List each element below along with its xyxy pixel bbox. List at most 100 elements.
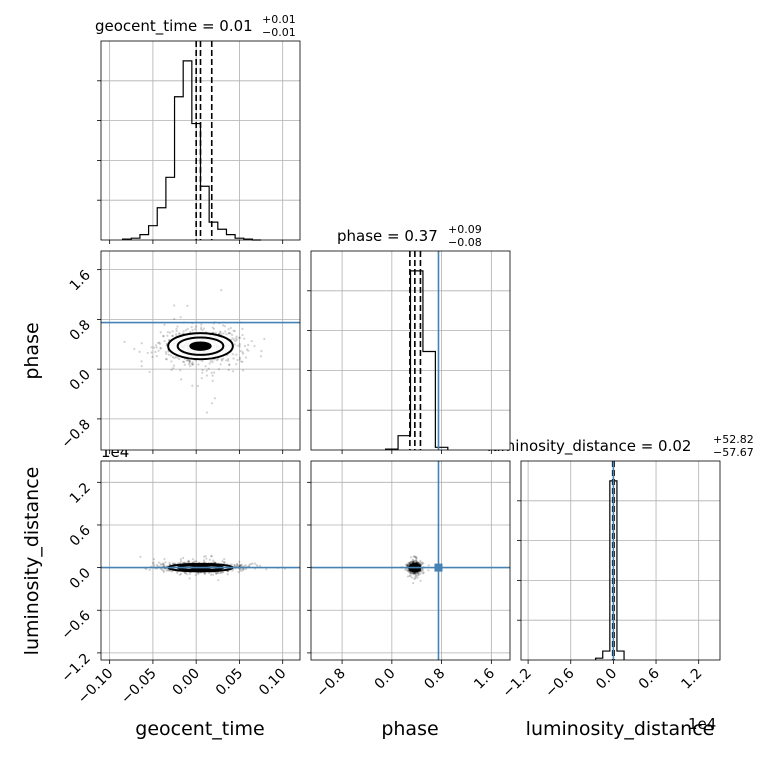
panel-bg [311,461,510,660]
scatter-point [410,556,412,558]
scatter-point [123,341,125,343]
title-geocent-time-sub: −0.01 [262,26,296,39]
scatter-point [245,356,247,358]
xlabel-luminosity-distance: luminosity_distance [526,718,715,740]
scatter-point [203,559,205,561]
scatter-point [211,372,213,374]
scatter-point [160,331,162,333]
scatter-point [260,350,262,352]
scatter-point [178,358,180,360]
scatter-point [141,342,143,344]
scatter-point [235,363,237,365]
scatter-point [191,326,193,328]
y-tick-label: 0.0 [67,565,94,592]
scatter-point [413,556,415,558]
scatter-point [188,363,190,365]
scatter-point [153,347,155,349]
scatter-point [149,569,151,571]
scatter-point [230,327,232,329]
scatter-point [172,335,174,337]
y-tick-label: 1.6 [67,267,94,294]
scatter-point [156,355,158,357]
scatter-point [153,558,155,560]
scatter-point [263,338,265,340]
scatter-point [212,326,214,328]
scatter-point [153,564,155,566]
scatter-point [231,337,233,339]
scatter-point [242,369,244,371]
scatter-point [244,345,246,347]
panel-bg [101,461,300,660]
x-tick-label: 0.0 [593,666,620,693]
scatter-point [210,574,212,576]
scatter-point [193,560,195,562]
scatter-point [147,352,149,354]
scatter-point [239,345,241,347]
contour-core [190,342,211,350]
scatter-point [183,361,185,363]
scatter-point [209,362,211,364]
title-luminosity-distance-main: luminosity_distance = 0.02 [487,437,691,456]
title-phase: phase = 0.37 +0.09 −0.08 [337,223,482,249]
scatter-point [206,411,208,413]
scatter-point [189,577,191,579]
x-tick-label: −0.6 [542,665,577,700]
scatter-point [186,305,188,307]
scatter-point [162,335,164,337]
ylabel-luminosity-distance: luminosity_distance [21,467,43,656]
scatter-point [170,369,172,371]
panel-bg [521,461,720,660]
scatter-point [227,573,229,575]
y-tick-label: −0.6 [58,608,93,643]
scatter-point [259,565,261,567]
scatter-point [416,577,418,579]
scatter-point [195,326,197,328]
scatter-point [231,334,233,336]
scatter-point [215,573,217,575]
scatter-point [213,371,215,373]
scatter-point [165,353,167,355]
scatter-point [219,572,221,574]
scatter-point [200,324,202,326]
scatter-point [189,573,191,575]
scatter-point [221,560,223,562]
scatter-point [235,354,237,356]
scatter-point [182,330,184,332]
scatter-point [155,344,157,346]
scatter-point [212,573,214,575]
title-phase-sub: −0.08 [448,236,482,249]
scatter-point [239,565,241,567]
title-luminosity-distance-sup: +52.82 [713,433,754,446]
scatter-point [188,361,190,363]
scatter-point [227,360,229,362]
scatter-point [191,385,193,387]
scatter-point [409,575,411,577]
scatter-point [240,570,242,572]
scatter-point [201,360,203,362]
scatter-point [242,352,244,354]
scatter-point [412,572,414,574]
scatter-point [208,368,210,370]
scatter-point [201,369,203,371]
title-geocent-time: geocent_time = 0.01 +0.01 −0.01 [95,13,296,39]
scatter-point [160,564,162,566]
ylabel-phase: phase [21,322,43,379]
scatter-point [139,556,141,558]
scatter-point [204,365,206,367]
y-tick-label: −0.8 [58,416,93,451]
scatter-point [163,324,165,326]
scatter-point [412,582,414,584]
y-tick-label: 0.0 [67,367,94,394]
scatter-point [201,377,203,379]
scatter-point [191,363,193,365]
scatter-point [168,354,170,356]
x-tick-label: 0.6 [636,665,663,692]
scatter-point [152,561,154,563]
scatter-point [241,328,243,330]
scatter-point [419,560,421,562]
scatter-point [239,357,241,359]
scatter-point [223,558,225,560]
y-tick-label: 0.8 [67,317,94,344]
scatter-point [154,351,156,353]
